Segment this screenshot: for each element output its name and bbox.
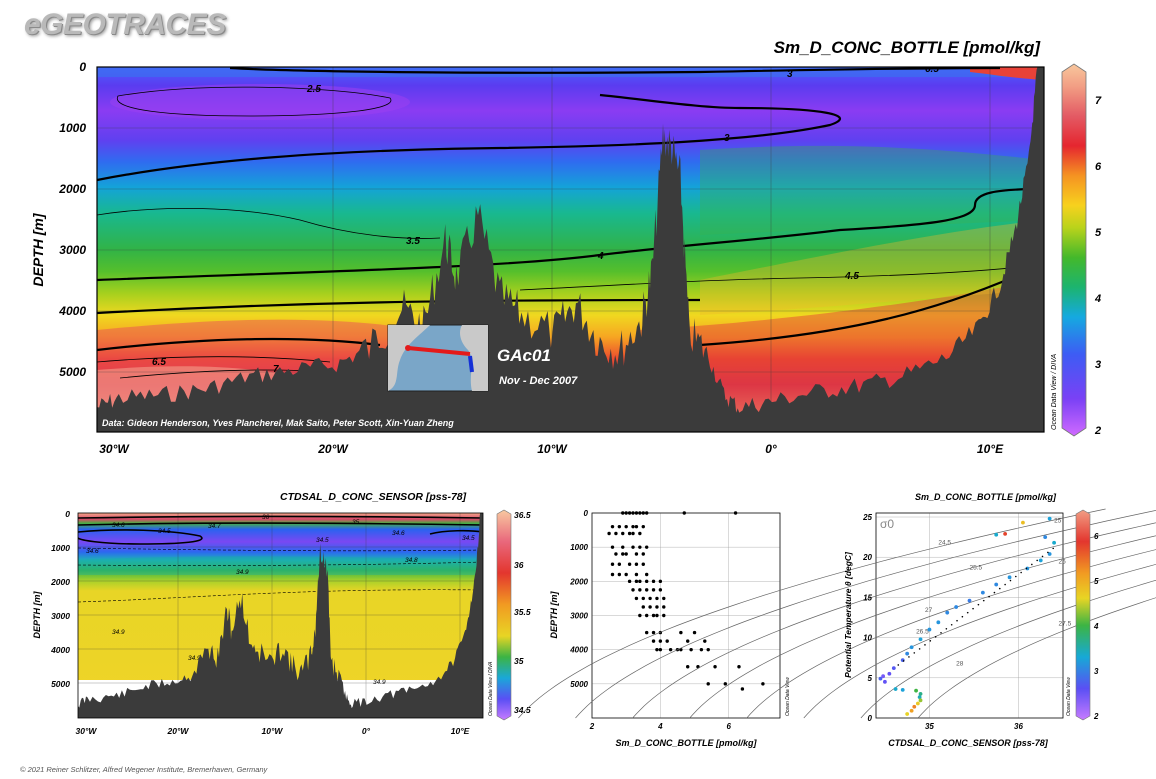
data-credits: Data: Gideon Henderson, Yves Plancherel,… [102,418,454,428]
depth-tick: 2000 [58,182,86,196]
contour-label: 3 [724,133,730,144]
inset-map [387,324,489,392]
contour-label: 2.5 [306,84,321,95]
lon-tick: 10°E [977,442,1004,456]
depth-tick: 4000 [58,304,86,318]
lon-tick: 20°W [317,442,349,456]
depth-tick: 3000 [59,243,86,257]
contour-label: 6.5 [152,357,166,368]
colorbar-tick: 7 [1095,95,1102,107]
cruise-track [407,346,471,356]
colorbar-tick: 2 [1094,425,1101,437]
copyright: © 2021 Reiner Schlitzer, Alfred Wegener … [20,765,268,774]
cruise-dates: Nov - Dec 2007 [499,375,578,387]
contour-label: 7 [273,364,279,375]
contour-label: 4 [597,251,604,262]
depth-tick: 0 [79,60,86,74]
lon-tick: 0° [765,442,777,456]
salinity-section-title: CTDSAL_D_CONC_SENSOR [pss-78] [280,491,467,503]
main-colorbar [1061,63,1087,437]
lon-tick: 10°W [537,442,568,456]
colorbar-tick: 6 [1095,161,1102,173]
section-name: GAc01 [497,346,551,365]
depth-tick: 1000 [59,121,86,135]
egeotraces-logo: eGEOTRACES [24,8,226,41]
colorbar-tick: 5 [1095,227,1102,239]
depth-tick: 5000 [59,365,86,379]
colorbar-tick: 4 [1094,293,1101,305]
contour-label: 6.5 [925,64,939,75]
main-ylabel: DEPTH [m] [30,212,46,286]
contour-label: 3.5 [406,236,420,247]
contour-label: 4.5 [844,271,859,282]
seafloor-bathymetry [97,67,1044,432]
main-section-title: Sm_D_CONC_BOTTLE [pmol/kg] [773,38,1040,57]
lon-tick: 30°W [99,442,130,456]
colorbar-tick: 3 [1095,359,1101,371]
contour-label: 3 [787,69,793,80]
odv-tag: Ocean Data View / DIVA [1051,354,1058,430]
ts-title: Sm_D_CONC_BOTTLE [pmol/kg] [915,492,1057,502]
